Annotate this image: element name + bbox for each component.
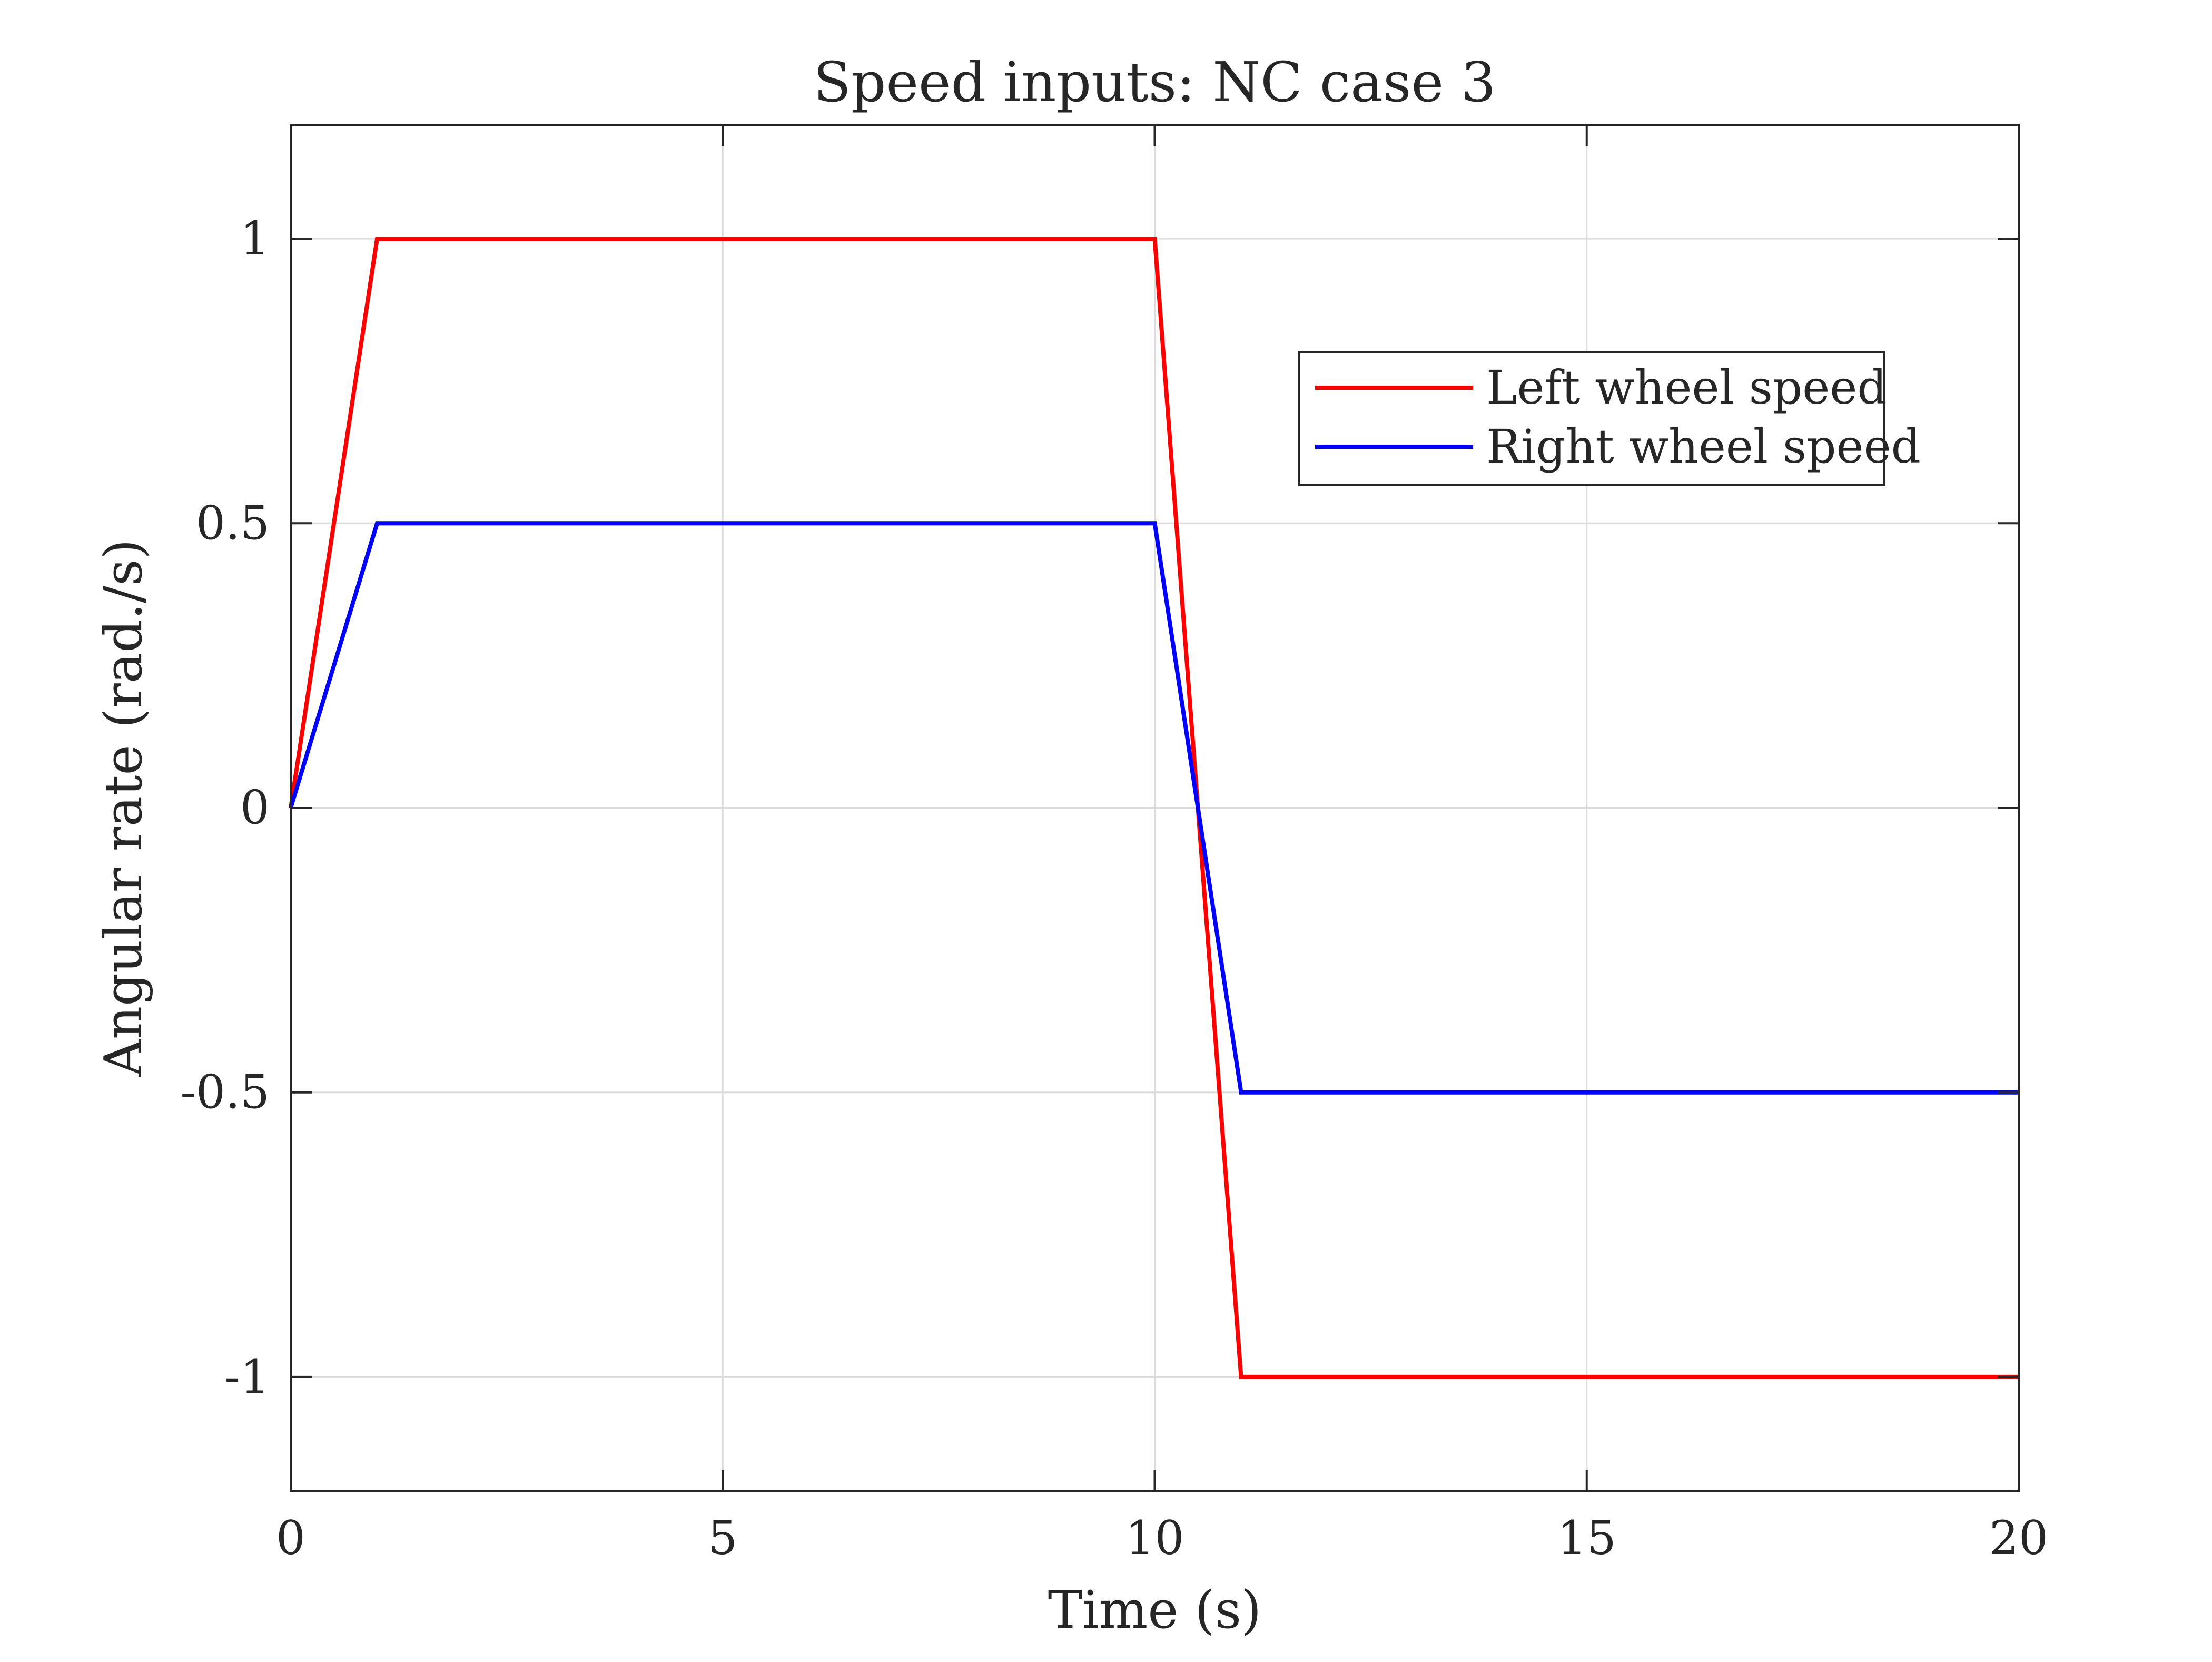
x-tick-label: 10 (1125, 1511, 1184, 1565)
legend-box (1298, 351, 1885, 486)
x-axis-label: Time (s) (1048, 1580, 1262, 1640)
y-tick-label: 0 (240, 781, 270, 835)
x-tick-label: 5 (708, 1511, 737, 1565)
series-line-left-wheel-speed (289, 237, 2019, 1379)
series-lines (289, 237, 2019, 1379)
tick-labels: 0 5 10 15 20 -1 -0.5 0 0.5 1 (180, 211, 2048, 1565)
y-axis-label: Angular rate (rad./s) (94, 539, 154, 1077)
legend-label-right-wheel-speed: Right wheel speed (1486, 419, 1921, 474)
x-tick-label: 15 (1557, 1511, 1616, 1565)
tick-marks (290, 125, 2020, 1491)
y-tick-label: 0.5 (196, 496, 270, 550)
legend: Left wheel speed Right wheel speed (1298, 351, 1921, 486)
y-tick-label: -1 (224, 1350, 270, 1404)
x-tick-label: 20 (1989, 1511, 2048, 1565)
series-line-right-wheel-speed (289, 521, 2019, 1095)
chart-title: Speed inputs: NC case 3 (814, 50, 1496, 114)
x-tick-label: 0 (276, 1511, 305, 1565)
y-tick-label: 1 (240, 211, 270, 265)
legend-label-left-wheel-speed: Left wheel speed (1486, 360, 1887, 415)
y-tick-label: -0.5 (180, 1065, 270, 1119)
